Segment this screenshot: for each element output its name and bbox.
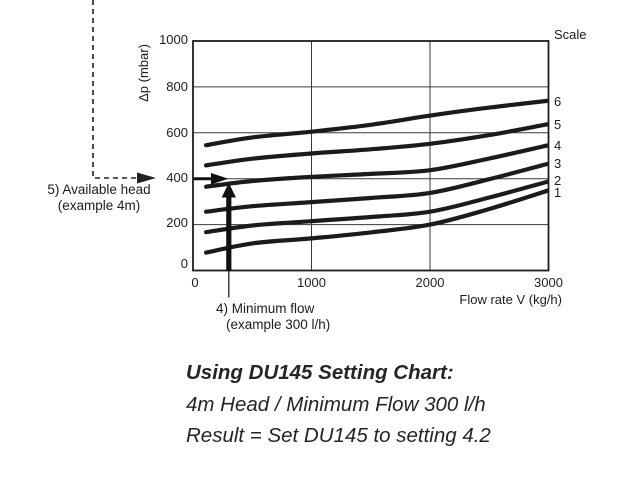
curve-scale-6: [203, 98, 549, 148]
scale-legend-title: Scale: [554, 27, 587, 42]
y-tick-600: 600: [166, 125, 188, 140]
scale-label-4: 4: [554, 137, 562, 153]
y-tick-1000: 1000: [159, 32, 188, 47]
available-head-dashed-pointer: [92, 0, 156, 184]
scale-label-3: 3: [554, 155, 562, 171]
available-head-line1: 5) Available head: [47, 182, 151, 197]
up-arrowhead-icon: [221, 183, 236, 198]
setting-scale-curves: [203, 98, 549, 255]
y-tick-400: 400: [166, 169, 188, 185]
x-tick-0: 0: [191, 275, 199, 290]
minimum-flow-arrow: [221, 183, 236, 298]
available-head-line2: (example 4m): [57, 198, 141, 213]
available-head-arrow: [194, 173, 229, 185]
dashed-arrowhead-icon: [137, 172, 156, 184]
scale-label-2: 2: [554, 173, 562, 188]
right-arrowhead-icon: [211, 173, 229, 185]
available-head-annotation: 5) Available head (example 4m): [28, 182, 170, 214]
caption-result: Result = Set DU145 to setting 4.2: [186, 424, 491, 447]
curve-scale-1: [203, 188, 549, 255]
scale-label-5: 5: [554, 116, 562, 132]
x-tick-1000: 1000: [297, 275, 326, 290]
minimum-flow-annotation: 4) Minimum flow (example 300 l/h): [216, 301, 330, 333]
minimum-flow-line1: 4) Minimum flow: [216, 301, 315, 316]
plot-border: [192, 40, 550, 272]
scale-label-6: 6: [554, 93, 562, 109]
scale-label-1: 1: [554, 185, 562, 200]
y-tick-0: 0: [180, 256, 188, 271]
caption-block: Using DU145 Setting Chart: 4m Head / Min…: [186, 357, 491, 452]
y-tick-800: 800: [166, 79, 188, 94]
y-tick-200: 200: [166, 214, 188, 230]
curve-scale-5: [203, 122, 549, 168]
curve-scale-2: [203, 179, 549, 235]
x-tick-2000: 2000: [415, 275, 445, 290]
minimum-flow-line2: (example 300 l/h): [226, 317, 331, 332]
curve-scale-4: [203, 143, 549, 189]
curve-scale-3: [203, 161, 549, 214]
caption-title: Using DU145 Setting Chart:: [186, 361, 454, 384]
x-axis-title: Flow rate V (kg/h): [459, 292, 562, 307]
x-tick-3000: 3000: [534, 275, 563, 290]
caption-inputs: 4m Head / Minimum Flow 300 l/h: [186, 392, 486, 416]
